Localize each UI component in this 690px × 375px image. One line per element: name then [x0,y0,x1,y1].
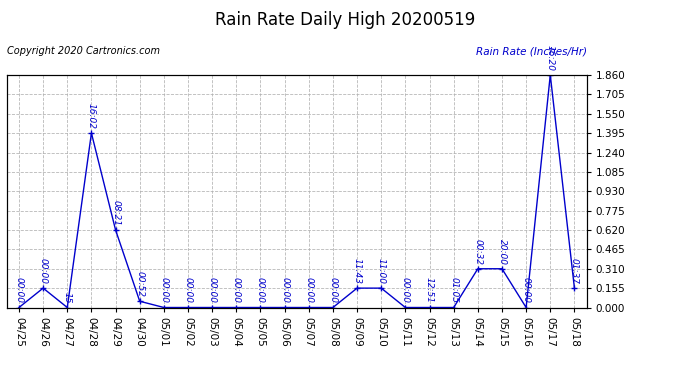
Text: 11:43: 11:43 [353,258,362,284]
Text: 00:00: 00:00 [39,258,48,284]
Text: 00:00: 00:00 [14,278,23,303]
Text: 00:00: 00:00 [401,278,410,303]
Text: 00:00: 00:00 [280,278,289,303]
Text: 16:20: 16:20 [546,45,555,71]
Text: 12:51: 12:51 [425,278,434,303]
Text: 00:00: 00:00 [159,278,168,303]
Text: 00:32: 00:32 [473,238,482,265]
Text: 00:00: 00:00 [184,278,193,303]
Text: 00:00: 00:00 [232,278,241,303]
Text: 00:00: 00:00 [522,278,531,303]
Text: 00:00: 00:00 [304,278,313,303]
Text: 00:00: 00:00 [256,278,265,303]
Text: 08:21: 08:21 [111,200,120,226]
Text: 16:02: 16:02 [87,103,96,129]
Text: 01:05: 01:05 [449,278,458,303]
Text: 00:00: 00:00 [328,278,337,303]
Text: 00:00: 00:00 [208,278,217,303]
Text: Rain Rate (Inches/Hr): Rain Rate (Inches/Hr) [475,46,586,56]
Text: 15: 15 [63,292,72,303]
Text: Rain Rate Daily High 20200519: Rain Rate Daily High 20200519 [215,11,475,29]
Text: 01:37: 01:37 [570,258,579,284]
Text: Copyright 2020 Cartronics.com: Copyright 2020 Cartronics.com [7,46,160,56]
Text: 00:52: 00:52 [135,271,144,297]
Text: 20:00: 20:00 [497,238,506,265]
Text: 11:00: 11:00 [377,258,386,284]
